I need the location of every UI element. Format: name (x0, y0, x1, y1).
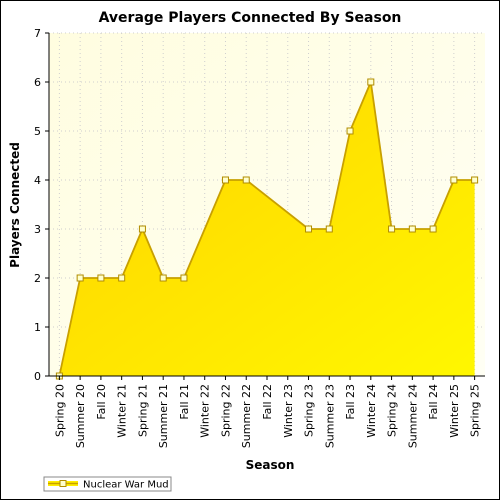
x-tick-label: Spring 20 (53, 384, 66, 437)
x-tick-label: Spring 24 (386, 384, 399, 437)
x-tick-label: Winter 25 (448, 384, 461, 438)
y-tick-label: 0 (34, 370, 41, 383)
x-tick-label: Summer 23 (323, 384, 336, 448)
data-point (429, 225, 437, 233)
x-tick-label: Summer 22 (240, 384, 253, 448)
legend-label: Nuclear War Mud (83, 480, 169, 491)
x-tick-label: Fall 23 (344, 384, 357, 420)
x-tick-label: Summer 24 (406, 384, 419, 448)
x-tick-label: Spring 22 (219, 384, 232, 437)
x-tick-label: Spring 23 (303, 384, 316, 437)
chart-title: Average Players Connected By Season (99, 10, 402, 26)
x-tick-label: Summer 20 (74, 384, 87, 448)
data-point (346, 127, 354, 135)
data-point (388, 225, 396, 233)
x-tick-label: Fall 21 (178, 384, 191, 420)
x-tick-label: Winter 23 (282, 384, 295, 438)
legend-marker (59, 480, 67, 487)
x-tick-label: Fall 20 (95, 384, 108, 420)
x-tick-label: Fall 24 (427, 384, 440, 420)
y-tick-label: 7 (34, 27, 41, 40)
data-point (325, 225, 333, 233)
y-tick-label: 5 (34, 125, 41, 138)
legend: Nuclear War Mud (43, 476, 172, 492)
plot-area: 0 1 2 3 4 5 6 7 Spring 20 Summer 20 Fall 20 Winter … (34, 27, 485, 448)
y-tick-label: 6 (34, 76, 41, 89)
x-tick-label: Winter 22 (199, 384, 212, 438)
data-point (97, 274, 105, 282)
data-point (180, 274, 188, 282)
data-point (159, 274, 167, 282)
y-tick-label: 1 (34, 321, 41, 334)
x-tick-label: Winter 24 (365, 384, 378, 438)
data-point (408, 225, 416, 233)
data-point (305, 225, 313, 233)
x-tick-label: Fall 22 (261, 384, 274, 420)
data-point (76, 274, 84, 282)
series-area (59, 82, 475, 376)
data-point (221, 176, 229, 184)
data-point (450, 176, 458, 184)
y-tick-label: 3 (34, 223, 41, 236)
data-point (367, 78, 375, 86)
y-axis-title: Players Connected (8, 142, 22, 268)
data-point (118, 274, 126, 282)
y-tick-label: 2 (34, 272, 41, 285)
x-tick-label: Spring 25 (469, 384, 482, 437)
x-tick-label: Spring 21 (136, 384, 149, 437)
data-point (471, 176, 479, 184)
x-tick-label: Summer 21 (157, 384, 170, 448)
data-point (242, 176, 250, 184)
y-tick-label: 4 (34, 174, 41, 187)
legend-box (43, 476, 172, 492)
x-tick-label: Winter 21 (116, 384, 129, 438)
x-axis-title: Season (246, 458, 295, 472)
data-point (138, 225, 146, 233)
